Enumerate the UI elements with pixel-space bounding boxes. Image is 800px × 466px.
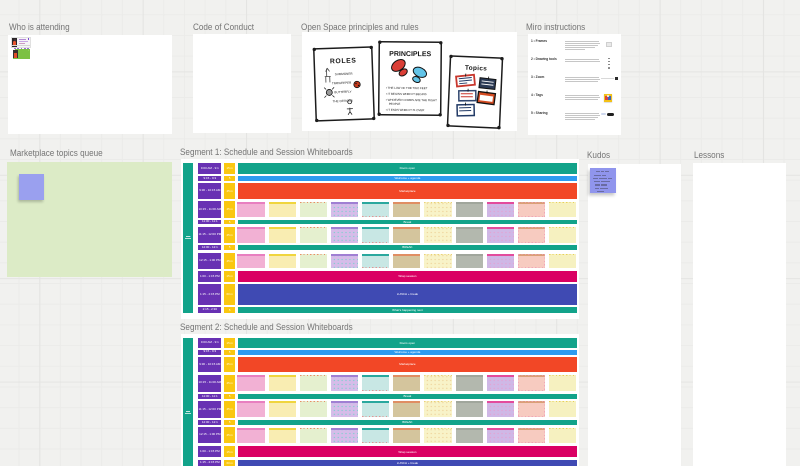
svg-text:Topics: Topics: [465, 64, 488, 72]
svg-text:ROLES: ROLES: [330, 57, 357, 65]
svg-text:• IT BEGINS WHEN IT BEGINS: • IT BEGINS WHEN IT BEGINS: [386, 91, 427, 95]
svg-text:PEOPLE: PEOPLE: [389, 101, 401, 105]
svg-text:• IT ENDS WHEN IT IS OVER: • IT ENDS WHEN IT IS OVER: [386, 107, 425, 111]
svg-text:TIMEKEEPER: TIMEKEEPER: [332, 80, 352, 85]
svg-text:THE OFFICER: THE OFFICER: [333, 98, 354, 103]
svg-text:PRINCIPLES: PRINCIPLES: [389, 50, 431, 57]
svg-text:BUTTERFLY: BUTTERFLY: [334, 89, 351, 94]
svg-text:SUMMONER: SUMMONER: [335, 71, 354, 76]
svg-text:• WHOEVER COMES ARE THE RIGHT: • WHOEVER COMES ARE THE RIGHT: [386, 97, 437, 101]
svg-text:• THE LAW OF THE TWO FEET: • THE LAW OF THE TWO FEET: [386, 85, 428, 89]
